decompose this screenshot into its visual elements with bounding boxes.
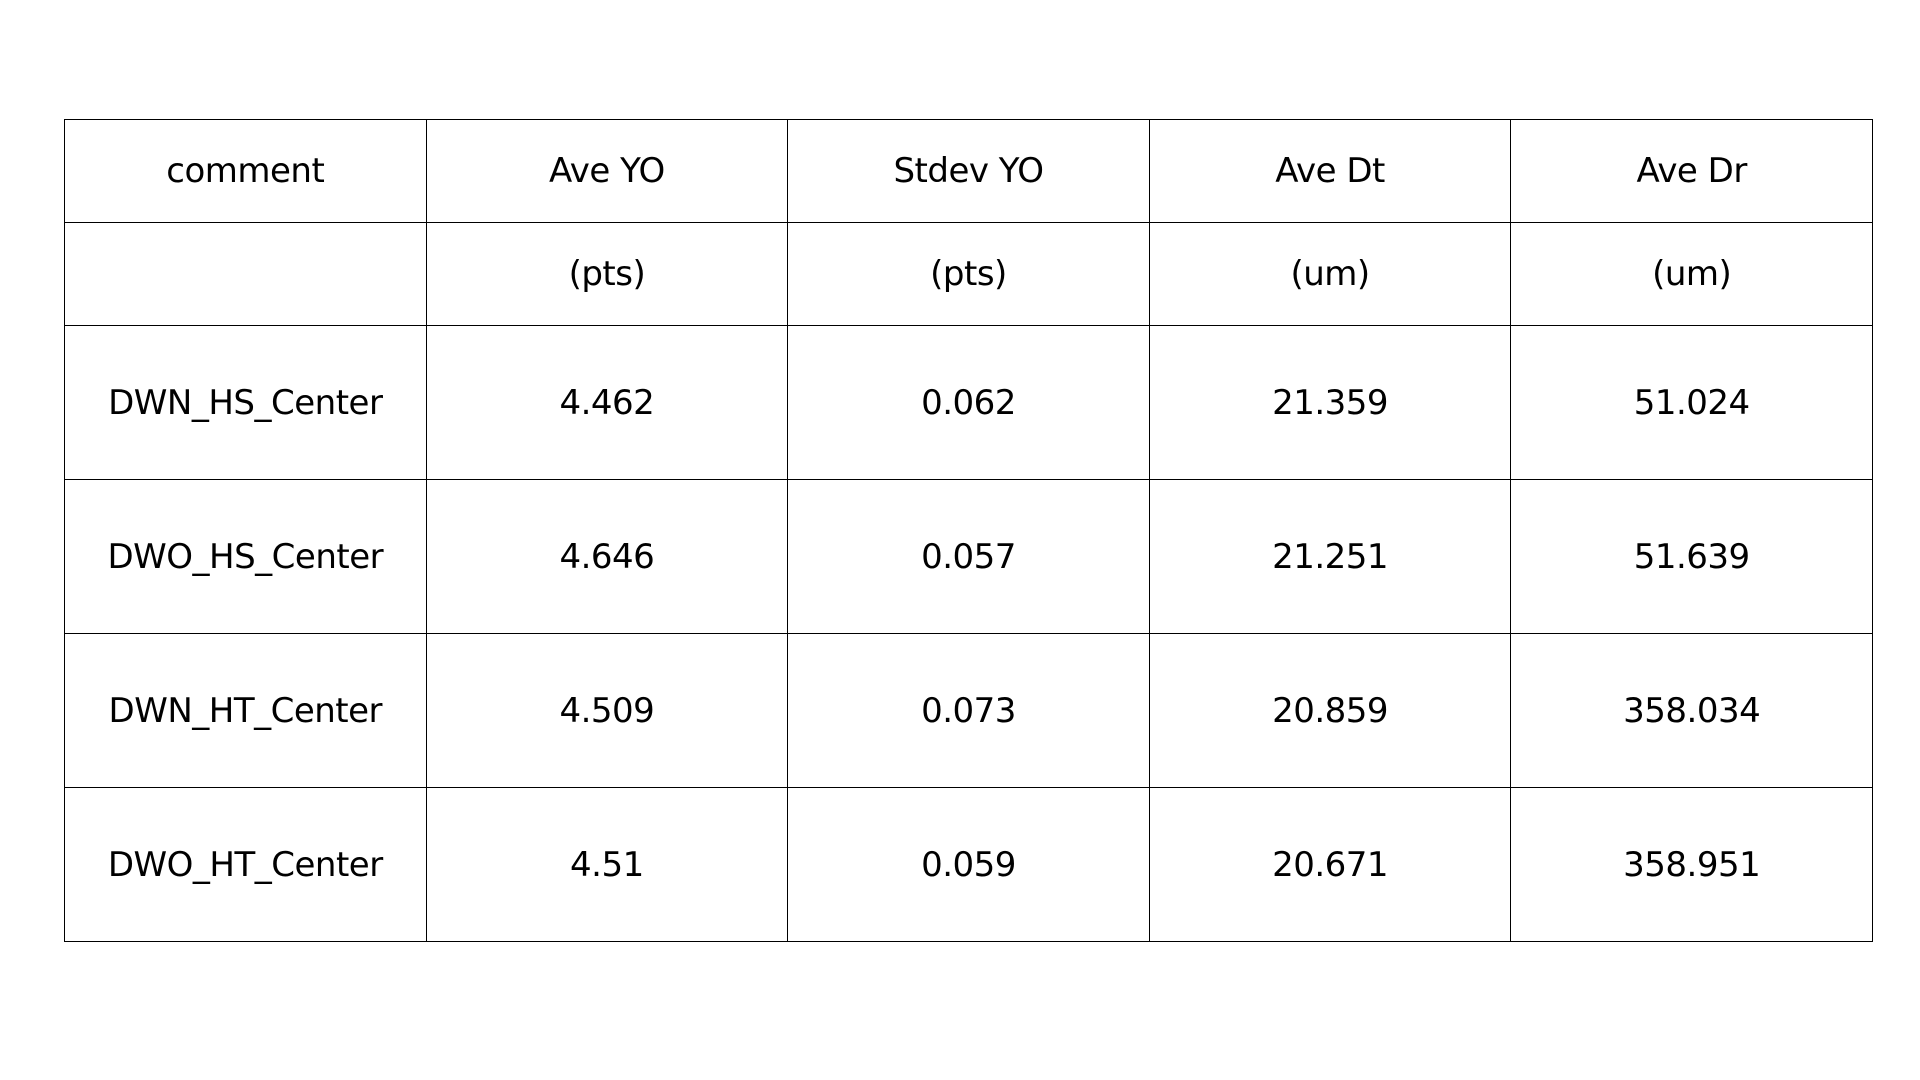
value-cell: 4.462 — [425, 325, 789, 480]
value-cell: 51.639 — [1510, 479, 1873, 634]
value-cell: 4.646 — [425, 479, 789, 634]
value-cell: 0.059 — [787, 787, 1150, 942]
unit-cell: (pts) — [787, 222, 1150, 326]
value-cell: 0.073 — [787, 633, 1150, 788]
header-cell: Ave Dr — [1510, 119, 1873, 223]
data-row: DWN_HT_Center 4.509 0.073 20.859 358.034 — [64, 633, 1873, 788]
data-row: DWO_HS_Center 4.646 0.057 21.251 51.639 — [64, 479, 1873, 634]
value-cell: 0.062 — [787, 325, 1150, 480]
header-cell: Stdev YO — [787, 119, 1150, 223]
header-row: comment Ave YO Stdev YO Ave Dt Ave Dr — [64, 119, 1873, 223]
value-cell: 4.509 — [425, 633, 789, 788]
table-body: comment Ave YO Stdev YO Ave Dt Ave Dr (pts) (p… — [64, 119, 1873, 942]
unit-cell: (um) — [1148, 222, 1512, 326]
header-cell: Ave Dt — [1148, 119, 1512, 223]
row-label: DWN_HT_Center — [64, 633, 427, 788]
value-cell: 21.359 — [1148, 325, 1512, 480]
value-cell: 20.859 — [1148, 633, 1512, 788]
row-label: DWN_HS_Center — [64, 325, 427, 480]
value-cell: 21.251 — [1148, 479, 1512, 634]
data-table: comment Ave YO Stdev YO Ave Dt Ave Dr (pts) (p… — [64, 119, 1873, 942]
row-label: DWO_HS_Center — [64, 479, 427, 634]
value-cell: 20.671 — [1148, 787, 1512, 942]
data-row: DWO_HT_Center 4.51 0.059 20.671 358.951 — [64, 787, 1873, 942]
header-cell: comment — [64, 119, 427, 223]
value-cell: 4.51 — [425, 787, 789, 942]
header-cell: Ave YO — [425, 119, 789, 223]
empty-cell — [64, 222, 427, 326]
value-cell: 358.034 — [1510, 633, 1873, 788]
data-row: DWN_HS_Center 4.462 0.062 21.359 51.024 — [64, 325, 1873, 480]
unit-cell: (um) — [1510, 222, 1873, 326]
value-cell: 51.024 — [1510, 325, 1873, 480]
value-cell: 358.951 — [1510, 787, 1873, 942]
units-row: (pts) (pts) (um) (um) — [64, 222, 1873, 326]
unit-cell: (pts) — [425, 222, 789, 326]
value-cell: 0.057 — [787, 479, 1150, 634]
row-label: DWO_HT_Center — [64, 787, 427, 942]
